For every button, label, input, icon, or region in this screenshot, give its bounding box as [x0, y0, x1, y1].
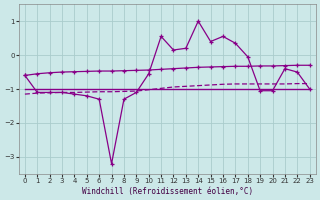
X-axis label: Windchill (Refroidissement éolien,°C): Windchill (Refroidissement éolien,°C) — [82, 187, 253, 196]
